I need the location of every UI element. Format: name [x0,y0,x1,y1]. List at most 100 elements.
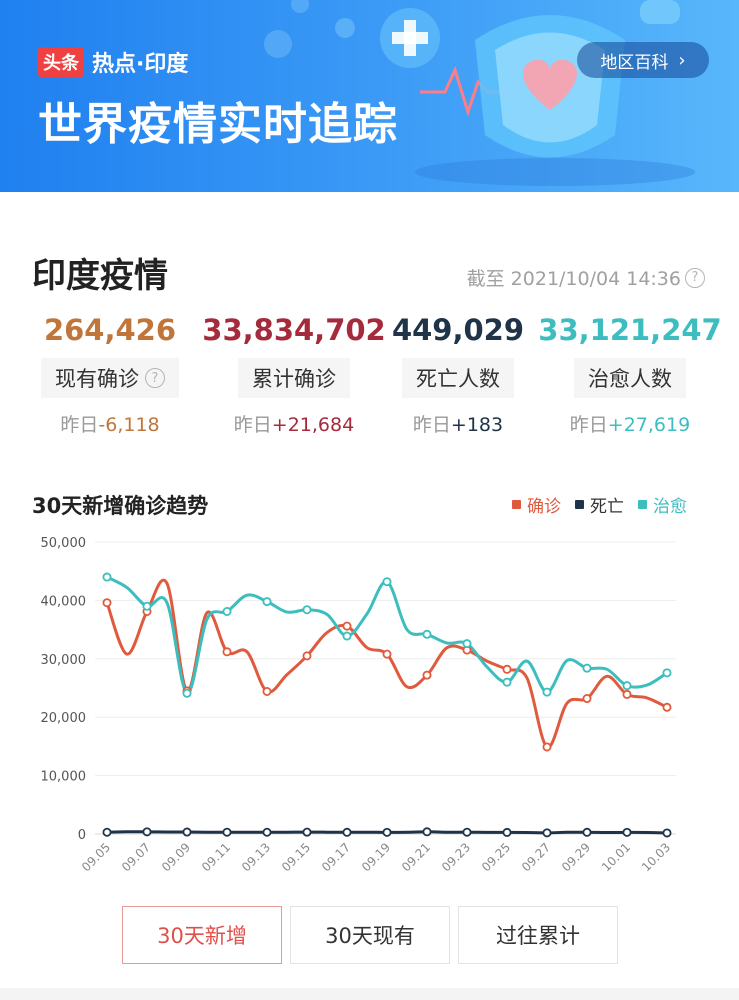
region-encyclopedia-button[interactable]: 地区百科 › [577,42,709,78]
data-point [262,597,272,607]
trend-chart: 50,000 40,000 30,000 20,000 10,000 009.05 09.0… [41,536,676,874]
section-title: 印度疫情 [32,256,168,296]
tab-cumulative[interactable]: 过往累计 [458,906,618,964]
x-tick-label: 09.27 [519,840,553,874]
y-tick-label: 40,000 [41,594,87,609]
stat-value: 449,029 [391,313,525,347]
x-tick-label: 09.05 [79,840,113,874]
data-point [342,621,352,631]
content-card [0,192,739,1000]
x-tick-label: 09.25 [479,840,513,874]
tab-bar: 30天新增 30天现有 过往累计 [122,906,626,964]
stat-delta: 昨日+183 [366,410,550,437]
stat-label-text: 现有确诊 [55,367,139,391]
y-tick-label: 30,000 [41,653,87,668]
stat-label-text: 治愈人数 [588,367,672,391]
data-point [302,651,312,661]
data-point [422,629,432,639]
data-point [542,742,552,752]
help-icon[interactable]: ? [685,267,705,288]
y-tick-label: 50,000 [41,536,87,551]
x-tick-label: 09.15 [279,840,313,874]
stat-value: 33,121,247 [538,313,722,347]
stat-value: 264,426 [43,313,177,347]
legend-label: 死亡 [590,497,624,517]
data-point [342,631,352,641]
tab-new-30d[interactable]: 30天新增 [122,906,282,964]
stat-delta-value: +183 [450,414,504,436]
data-point [302,605,312,615]
stat-block: 264,426 现有确诊? 昨日-6,118 [18,310,202,437]
tab-label: 过往累计 [496,924,580,948]
stat-label: 死亡人数 [402,358,514,398]
data-point [462,639,472,649]
tab-label: 30天现有 [325,924,415,948]
x-tick-label: 09.21 [399,840,433,874]
data-point [502,827,512,837]
y-tick-label: 0 [78,828,86,843]
stat-block: 449,029 死亡人数昨日+183 [366,310,550,437]
data-point [542,687,552,697]
help-icon[interactable]: ? [145,368,165,388]
stat-delta-value: +27,619 [607,414,691,436]
data-point [182,827,192,837]
stat-delta: 昨日+21,684 [202,410,386,437]
data-point [662,668,672,678]
data-point [342,827,352,837]
stat-label-text: 累计确诊 [252,367,336,391]
series-line [105,578,668,749]
data-point [262,827,272,837]
data-point [182,688,192,698]
series-line [106,575,668,695]
stat-label: 累计确诊 [238,358,350,398]
as-of-timestamp: 截至 2021/10/04 14:36 ? [467,264,705,291]
data-point [582,663,592,673]
bottom-divider [0,988,739,1000]
legend-item[interactable]: 死亡 [575,492,624,517]
data-point [502,677,512,687]
x-tick-label: 10.03 [639,840,673,874]
data-point [262,687,272,697]
data-point [502,664,512,674]
stat-delta: 昨日-6,118 [18,410,202,437]
chart-legend: 确诊 死亡 治愈 [498,492,687,517]
brand-badge: 头条 [38,47,84,77]
data-point [662,702,672,712]
data-point [622,827,632,837]
legend-item[interactable]: 治愈 [638,492,687,517]
data-point [462,827,472,837]
data-point [222,647,232,657]
x-tick-label: 09.17 [319,840,353,874]
data-point [382,577,392,587]
legend-item[interactable]: 确诊 [512,492,561,517]
x-tick-label: 09.19 [359,840,393,874]
data-point [302,827,312,837]
stat-label-text: 死亡人数 [416,367,500,391]
stat-delta-value: +21,684 [271,414,355,436]
stat-label: 现有确诊? [41,358,179,398]
data-point [622,689,632,699]
x-tick-label: 10.01 [599,840,633,874]
data-point [222,606,232,616]
as-of-text: 截至 2021/10/04 14:36 [466,268,681,290]
legend-swatch [575,500,584,509]
stat-delta-prefix: 昨日 [569,414,608,436]
region-button-label: 地区百科 [600,52,669,73]
brand: 头条 热点·印度 [38,46,188,78]
banner-title: 世界疫情实时追踪 [38,99,398,150]
y-tick-label: 10,000 [41,770,87,785]
data-point [382,827,392,837]
data-point [142,601,152,611]
x-tick-label: 09.23 [439,840,473,874]
chart-title: 30天新增确诊趋势 [32,494,209,518]
stat-value: 33,834,702 [202,313,386,347]
data-point [102,572,112,582]
data-point [622,681,632,691]
data-point [582,827,592,837]
stat-delta: 昨日+27,619 [538,410,722,437]
tab-current-30d[interactable]: 30天现有 [290,906,450,964]
x-tick-label: 09.09 [159,840,193,874]
x-tick-label: 09.29 [559,840,593,874]
y-tick-label: 20,000 [41,711,87,726]
data-point [102,827,112,837]
